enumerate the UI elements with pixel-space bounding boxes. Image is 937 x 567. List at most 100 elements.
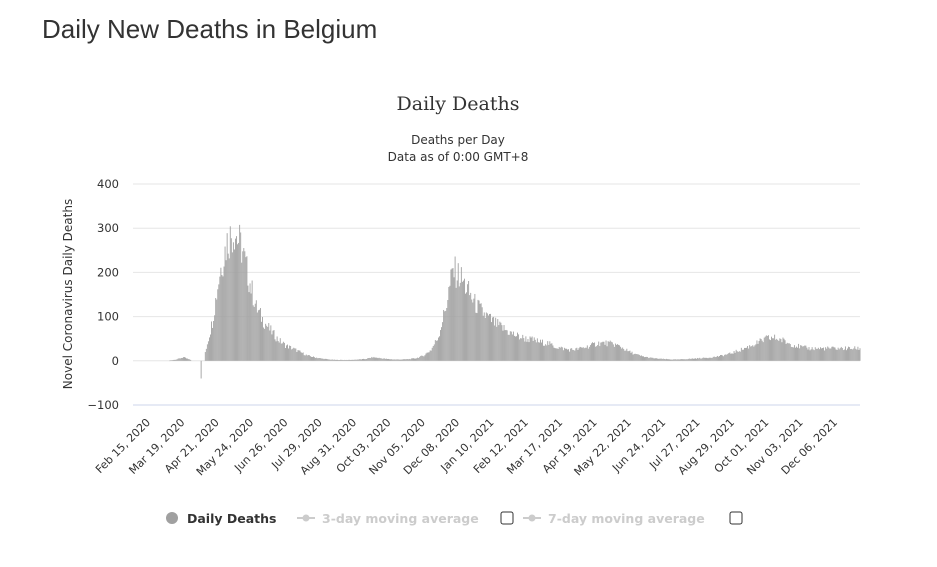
bar[interactable] xyxy=(647,356,649,361)
bar[interactable] xyxy=(340,359,342,361)
bar[interactable] xyxy=(662,358,664,361)
bar[interactable] xyxy=(773,338,775,361)
bar[interactable] xyxy=(563,347,565,361)
bar[interactable] xyxy=(739,351,741,361)
bar[interactable] xyxy=(442,322,444,361)
bar[interactable] xyxy=(772,338,774,361)
bar[interactable] xyxy=(366,358,368,361)
bar[interactable] xyxy=(292,348,294,361)
bar[interactable] xyxy=(804,345,806,361)
bar[interactable] xyxy=(851,348,853,361)
bar[interactable] xyxy=(546,345,548,361)
bar[interactable] xyxy=(556,348,558,361)
bar[interactable] xyxy=(252,305,254,361)
bar[interactable] xyxy=(729,352,731,361)
bar[interactable] xyxy=(323,359,325,361)
bar[interactable] xyxy=(249,283,251,361)
bar[interactable] xyxy=(588,346,590,361)
bar[interactable] xyxy=(219,276,221,361)
bar[interactable] xyxy=(289,345,291,361)
bar[interactable] xyxy=(417,357,419,361)
bar[interactable] xyxy=(805,345,807,361)
bar[interactable] xyxy=(620,346,622,361)
bar[interactable] xyxy=(791,347,793,361)
bar[interactable] xyxy=(356,359,358,361)
bar[interactable] xyxy=(681,359,683,361)
bar[interactable] xyxy=(319,358,321,361)
bar[interactable] xyxy=(415,358,416,361)
bar[interactable] xyxy=(225,260,227,361)
bar[interactable] xyxy=(589,345,591,361)
bar[interactable] xyxy=(811,347,813,361)
bar[interactable] xyxy=(478,300,480,361)
bar[interactable] xyxy=(687,358,689,361)
bar[interactable] xyxy=(775,339,777,361)
bar[interactable] xyxy=(235,238,236,361)
bar[interactable] xyxy=(177,358,179,361)
bar[interactable] xyxy=(668,359,669,361)
bar[interactable] xyxy=(499,321,501,361)
bar[interactable] xyxy=(483,312,485,361)
bar[interactable] xyxy=(724,354,726,361)
bar[interactable] xyxy=(351,359,353,361)
bar[interactable] xyxy=(808,347,810,361)
bar[interactable] xyxy=(218,284,220,361)
bar[interactable] xyxy=(206,344,208,361)
bar[interactable] xyxy=(788,343,790,361)
bar[interactable] xyxy=(656,358,658,361)
bar[interactable] xyxy=(800,345,802,361)
bar[interactable] xyxy=(784,340,786,361)
bar[interactable] xyxy=(615,344,617,361)
bar[interactable] xyxy=(362,359,363,361)
bar[interactable] xyxy=(780,339,782,361)
bar[interactable] xyxy=(178,358,180,361)
bar[interactable] xyxy=(180,357,182,361)
bar[interactable] xyxy=(676,359,678,361)
bar[interactable] xyxy=(813,350,815,361)
bar[interactable] xyxy=(568,349,569,361)
bar[interactable] xyxy=(318,358,320,361)
bar[interactable] xyxy=(535,342,537,361)
bar[interactable] xyxy=(755,344,757,361)
bar[interactable] xyxy=(377,358,379,361)
bar[interactable] xyxy=(759,338,761,361)
bar[interactable] xyxy=(431,347,433,361)
bar[interactable] xyxy=(277,341,279,361)
bar[interactable] xyxy=(301,353,303,361)
bar[interactable] xyxy=(432,346,434,361)
bar[interactable] xyxy=(454,256,456,361)
bar[interactable] xyxy=(671,359,673,361)
bar[interactable] xyxy=(266,325,268,361)
bar[interactable] xyxy=(754,345,756,361)
bar[interactable] xyxy=(709,357,711,361)
bar[interactable] xyxy=(690,358,692,361)
bar[interactable] xyxy=(604,344,606,361)
bar[interactable] xyxy=(345,360,347,361)
bar[interactable] xyxy=(189,359,191,361)
bar[interactable] xyxy=(339,360,341,361)
bar[interactable] xyxy=(787,343,789,361)
bar[interactable] xyxy=(300,352,302,361)
bar[interactable] xyxy=(831,346,833,361)
bar[interactable] xyxy=(526,341,528,361)
bar[interactable] xyxy=(352,359,354,361)
bar[interactable] xyxy=(173,359,175,361)
bar[interactable] xyxy=(253,306,255,361)
bar[interactable] xyxy=(835,349,837,361)
bar[interactable] xyxy=(585,347,587,361)
bar[interactable] xyxy=(378,357,380,361)
bar[interactable] xyxy=(335,359,337,361)
bar[interactable] xyxy=(391,359,393,361)
bar[interactable] xyxy=(255,300,257,361)
bar[interactable] xyxy=(348,359,350,361)
bar[interactable] xyxy=(297,350,299,361)
bar[interactable] xyxy=(660,358,662,361)
bar[interactable] xyxy=(176,359,178,361)
bar[interactable] xyxy=(649,357,651,361)
bar[interactable] xyxy=(397,359,399,361)
bar[interactable] xyxy=(796,346,797,361)
bar[interactable] xyxy=(320,358,322,361)
bar[interactable] xyxy=(640,355,642,361)
bar[interactable] xyxy=(686,359,688,361)
bar[interactable] xyxy=(744,347,745,361)
